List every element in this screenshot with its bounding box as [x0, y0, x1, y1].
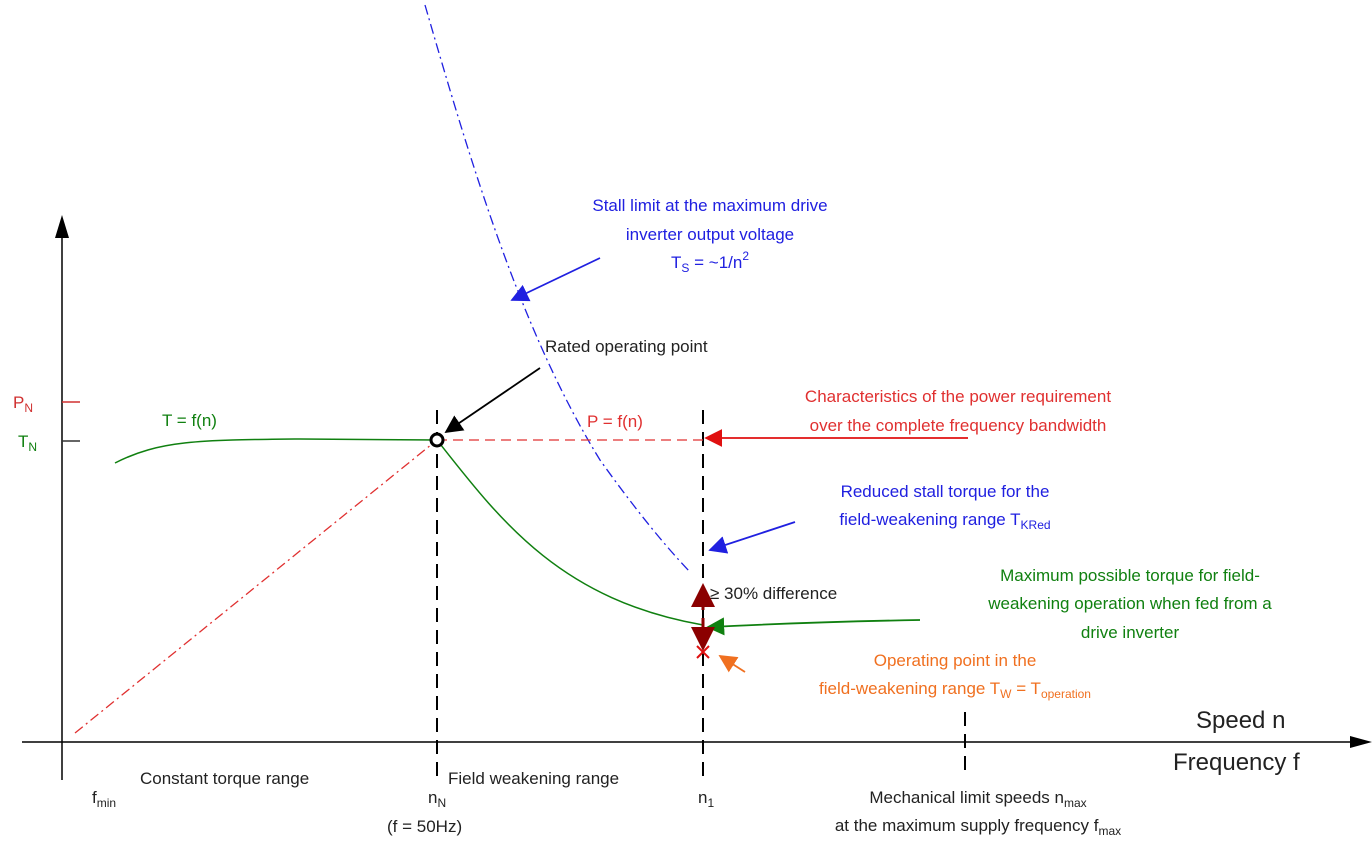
bottom-label: Constant torque range: [140, 769, 309, 788]
bottom-label: nN: [428, 788, 446, 810]
bottom-label: fmin: [92, 788, 116, 810]
torque-label: T = f(n): [162, 411, 217, 430]
bottom-label: (f = 50Hz): [387, 817, 462, 836]
annotation: Maximum possible torque for field-: [1000, 566, 1260, 585]
t-n-label: TN: [18, 432, 37, 454]
annotation: weakening operation when fed from a: [987, 594, 1272, 613]
annotation: drive inverter: [1081, 623, 1180, 642]
annotation: Stall limit at the maximum drive: [592, 196, 827, 215]
annotation: Operating point in the: [874, 651, 1037, 670]
bottom-label: n1: [698, 788, 714, 810]
axes: [22, 215, 1372, 780]
x-label: Frequency f: [1173, 749, 1300, 776]
annotation: field-weakening range TKRed: [839, 510, 1050, 532]
rated-point: [429, 432, 445, 448]
annotation: Reduced stall torque for the: [841, 482, 1050, 501]
bottom-label: Mechanical limit speeds nmax: [869, 788, 1086, 810]
guides: [436, 410, 966, 780]
p-n-label: PN: [13, 393, 33, 415]
annotation: Rated operating point: [545, 337, 708, 356]
annotation: Characteristics of the power requirement: [805, 387, 1111, 406]
torque-curve: [114, 438, 704, 626]
annotation: inverter output voltage: [626, 225, 794, 244]
power-label: P = f(n): [587, 412, 643, 431]
arrows: [444, 257, 968, 673]
labels: Speed n Frequency f PN TN T = f(n) P = f…: [13, 196, 1300, 838]
x-label: Speed n: [1196, 707, 1285, 734]
annotation: field-weakening range TW = Toperation: [819, 679, 1091, 701]
annotation: TS = ~1/n2: [671, 249, 749, 275]
power-ramp: [74, 439, 438, 734]
bottom-label: Field weakening range: [448, 769, 619, 788]
annotation: over the complete frequency bandwidth: [810, 416, 1107, 435]
annotation: ≥ 30% difference: [710, 584, 837, 603]
stall-curve: [424, 4, 691, 573]
bottom-label: at the maximum supply frequency fmax: [835, 816, 1121, 838]
